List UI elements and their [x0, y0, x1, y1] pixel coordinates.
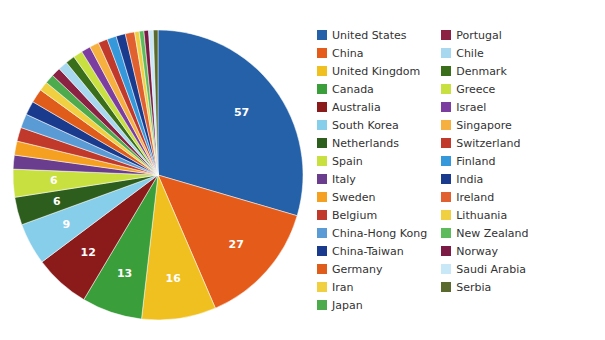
- html-text:Singapore: Singapore: [456, 118, 512, 132]
- html-text:Germany: Germany: [332, 262, 383, 276]
- html-text:Canada: Canada: [332, 82, 374, 96]
- svg-text:12: 12: [81, 246, 96, 259]
- html-text:Portugal: Portugal: [456, 28, 502, 42]
- html-text:Lithuania: Lithuania: [456, 208, 508, 222]
- html-text:Netherlands: Netherlands: [332, 136, 400, 150]
- html-text:China-Hong Kong: China-Hong Kong: [332, 226, 428, 240]
- html-text:Japan: Japan: [332, 298, 363, 312]
- html-text:Italy: Italy: [332, 172, 356, 186]
- html-text:China: China: [332, 46, 364, 60]
- svg-text:6: 6: [53, 195, 61, 208]
- html-text:Switzerland: Switzerland: [456, 136, 521, 150]
- html-text:Chile: Chile: [456, 46, 484, 60]
- svg-text:16: 16: [166, 272, 182, 285]
- html-text:Greece: Greece: [456, 82, 496, 96]
- html-text:India: India: [456, 172, 484, 186]
- svg-text:9: 9: [62, 218, 70, 231]
- html-text:South Korea: South Korea: [332, 118, 399, 132]
- html-text:Finland: Finland: [456, 154, 496, 168]
- html-text:United Kingdom: United Kingdom: [332, 64, 421, 78]
- html-text:Belgium: Belgium: [332, 208, 378, 222]
- svg-text:6: 6: [50, 174, 58, 187]
- svg-text:27: 27: [229, 238, 244, 251]
- html-text:Saudi Arabia: Saudi Arabia: [456, 262, 526, 276]
- html-text:Norway: Norway: [456, 244, 498, 258]
- html-text:Ireland: Ireland: [456, 190, 495, 204]
- html-text:Iran: Iran: [332, 280, 354, 294]
- html-text:Denmark: Denmark: [456, 64, 507, 78]
- html-text:Spain: Spain: [332, 154, 363, 168]
- svg-text:57: 57: [234, 106, 249, 119]
- html-text:Serbia: Serbia: [456, 280, 492, 294]
- svg-text:13: 13: [117, 267, 132, 280]
- html-text:United States: United States: [332, 28, 407, 42]
- html-text:Australia: Australia: [332, 100, 381, 114]
- html-text:Israel: Israel: [456, 100, 487, 114]
- html-text:New Zealand: New Zealand: [456, 226, 529, 240]
- html-text:China-Taiwan: China-Taiwan: [332, 244, 404, 258]
- html-text:Sweden: Sweden: [332, 190, 376, 204]
